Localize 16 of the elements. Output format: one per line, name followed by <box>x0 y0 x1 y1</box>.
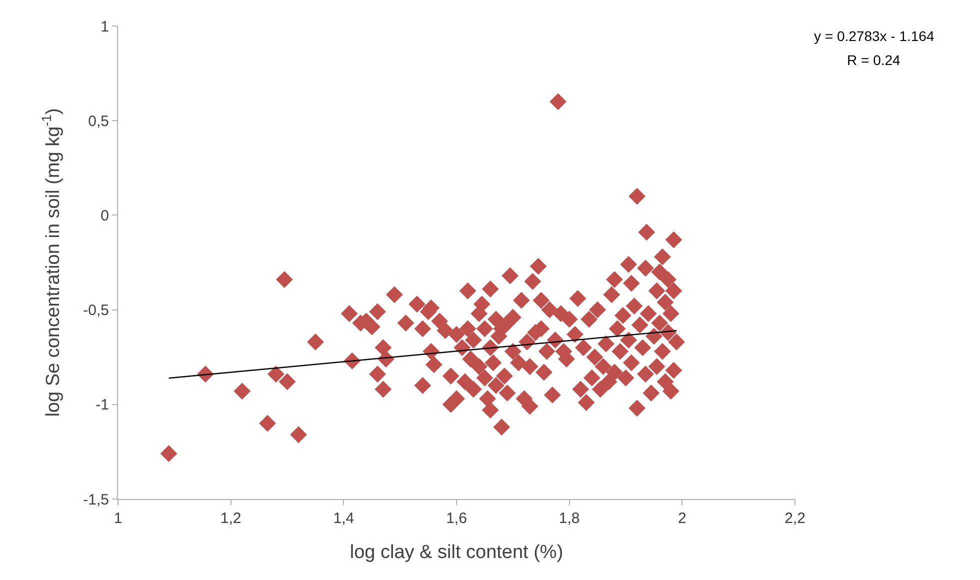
x-tick-label: 2 <box>678 510 686 527</box>
x-tick-label: 1,4 <box>333 510 354 527</box>
x-axis-title: log clay & silt content (%) <box>350 542 564 563</box>
x-tick-label: 1,6 <box>446 510 467 527</box>
y-tick-label: -0,5 <box>83 302 109 320</box>
x-tick-label: 1,8 <box>558 510 580 527</box>
x-tick-label: 1,2 <box>220 510 242 527</box>
y-tick-label: 0 <box>100 207 109 224</box>
text: R = 0.24 <box>847 52 901 68</box>
y-tick-label: 0,5 <box>88 112 109 130</box>
text: y = 0.2783x - 1.164 <box>814 28 934 44</box>
y-tick-label: -1 <box>96 396 109 414</box>
y-tick-label: -1,5 <box>83 491 109 508</box>
y-tick-label: 1 <box>100 18 109 36</box>
x-tick-label: 1 <box>114 510 122 527</box>
x-tick-label: 2,2 <box>784 510 806 527</box>
